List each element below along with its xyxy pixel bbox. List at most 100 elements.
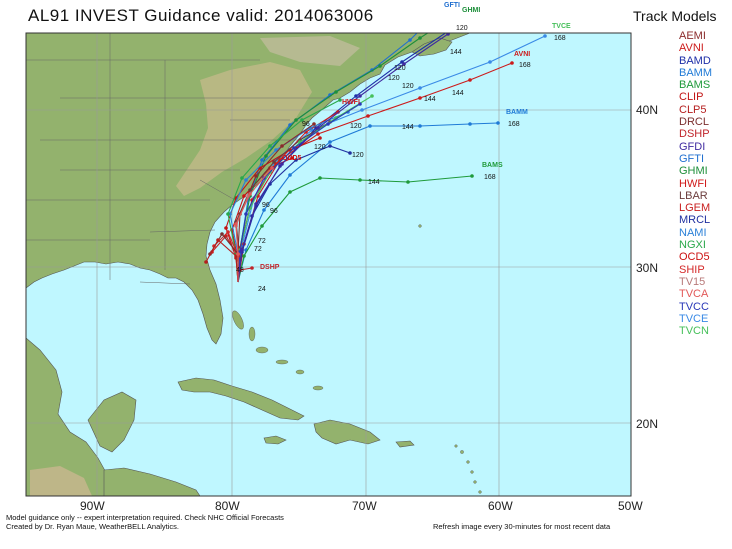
track-point-bams	[406, 180, 410, 184]
track-label-ghmi: GHMI	[462, 7, 480, 14]
track-point-lgem	[224, 234, 228, 238]
state-borders	[26, 33, 330, 285]
hour-label: 24	[258, 286, 266, 293]
track-point-ngxi	[300, 118, 304, 122]
track-point-gfti	[438, 8, 442, 12]
land-north-america	[26, 33, 471, 345]
track-point-bams	[288, 190, 292, 194]
hour-label: 120	[388, 75, 400, 82]
track-point-gfdi	[446, 33, 450, 36]
track-models-legend: AEMI AVNI BAMD BAMM BAMS CLIP CLP5 DRCL DSHP GFDI…	[679, 30, 712, 337]
lat-label: 20N	[636, 417, 658, 431]
track-point-gfti	[260, 158, 264, 162]
hour-label: 168	[519, 62, 531, 69]
track-name-labels: GFTI GHMI TVCE AVNI BAMM HWFI BAMS DSHP …	[260, 2, 571, 271]
hour-label: 48	[236, 267, 244, 274]
track-point-bamm	[262, 208, 266, 212]
track-point-bamm	[328, 140, 332, 144]
track-point-tvce	[418, 86, 422, 90]
track-point-clip	[224, 226, 228, 230]
terrain-north	[260, 36, 360, 66]
track-point-gfdi	[486, 12, 490, 16]
hour-label: 144	[368, 179, 380, 186]
track-point-avni	[468, 78, 472, 82]
track-point-ngxi	[240, 176, 244, 180]
track-point-avni	[316, 132, 320, 136]
track-point-aemi	[312, 122, 316, 126]
track-point-bamd	[498, 8, 502, 12]
track-point-avni	[418, 96, 422, 100]
track-point-mrcl	[348, 151, 352, 155]
lon-label: 70W	[352, 499, 377, 513]
hour-label: 168	[554, 35, 566, 42]
legend-item-gfti: GFTI	[679, 152, 705, 165]
hour-label: 96	[302, 121, 310, 128]
track-point-tvca	[270, 166, 274, 170]
hour-label: 144	[402, 124, 414, 131]
track-point-gfdi	[316, 126, 320, 130]
legend-item-avni: AVNI	[679, 42, 704, 55]
axis-labels: 90W 80W 70W 60W 50W 40N 30N 20N	[80, 103, 658, 513]
track-point-gfdi	[280, 162, 284, 166]
track-point-ghmi	[294, 118, 298, 122]
track-point-gfti	[408, 38, 412, 42]
track-point-bamm	[288, 173, 292, 177]
hour-label: 96	[270, 208, 278, 215]
track-point-lbar	[272, 160, 276, 164]
legend-item-tvce: TVCE	[679, 312, 709, 325]
legend-item-tv15: TV15	[679, 275, 706, 288]
track-point-tvce	[488, 60, 492, 64]
track-point-tvca	[234, 222, 238, 226]
track-point-tvcc	[326, 122, 330, 126]
track-point-bamm	[418, 124, 422, 128]
track-point-avni	[366, 114, 370, 118]
legend-item-nami: NAMI	[679, 226, 707, 239]
hour-label: 120	[394, 65, 406, 72]
land-puerto-rico	[395, 440, 415, 448]
hour-label: 120	[314, 144, 326, 151]
legend-item-lgem: LGEM	[679, 202, 711, 215]
legend-item-mrcl: MRCL	[679, 214, 711, 227]
track-point-ghmi	[418, 36, 422, 40]
legend-item-hwfi: HWFI	[679, 177, 708, 190]
hour-label: 120	[402, 83, 414, 90]
track-point-avni	[510, 61, 514, 65]
track-point-tvcn	[370, 94, 374, 98]
legend-item-drcl: DRCL	[679, 116, 709, 129]
lon-label: 60W	[488, 499, 513, 513]
land-mexico	[26, 337, 109, 496]
legend-item-lbar: LBAR	[679, 189, 708, 202]
legend-item-gfdi: GFDI	[679, 140, 706, 153]
forecast-hour-labels: 168 168 168 168 144 144 144 144 144 120 …	[236, 25, 566, 293]
legend-item-tvca: TVCA	[679, 288, 709, 301]
chart-title: AL91 INVEST Guidance valid: 2014063006	[28, 6, 374, 25]
track-point-clp5	[204, 260, 208, 264]
land-hispaniola	[313, 419, 381, 445]
track-point-bamd	[448, 28, 452, 32]
track-point-tvcc	[244, 212, 248, 216]
track-point-bamm	[496, 121, 500, 125]
lat-label: 30N	[636, 261, 658, 275]
land-bermuda	[418, 224, 422, 228]
footer-credit: Created by Dr. Ryan Maue, WeatherBELL An…	[6, 522, 180, 531]
legend-item-ship: SHIP	[679, 263, 705, 276]
legend-item-bamd: BAMD	[679, 54, 711, 67]
track-point-gfdi	[240, 248, 244, 252]
track-point-gfdi	[358, 94, 362, 98]
track-point-mrcl	[294, 158, 298, 162]
lon-label: 80W	[215, 499, 240, 513]
track-point-mrcl	[328, 144, 332, 148]
track-point-clip	[318, 136, 322, 140]
land-yucatan	[87, 391, 137, 453]
track-point-bams	[260, 224, 264, 228]
track-bams	[237, 175, 473, 283]
land-central-america	[103, 467, 201, 496]
lat-label: 40N	[636, 103, 658, 117]
track-point-ghmi	[264, 154, 268, 158]
legend-item-dshp: DSHP	[679, 128, 710, 141]
track-point-drcl	[220, 232, 224, 236]
lon-label: 90W	[80, 499, 105, 513]
hour-label: 72	[258, 238, 266, 245]
hour-label: 120	[350, 123, 362, 130]
track-point-ngxi	[268, 144, 272, 148]
